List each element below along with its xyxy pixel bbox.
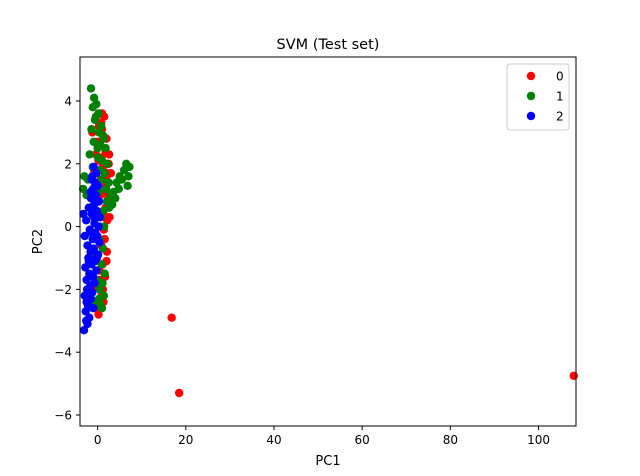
- y-tick-label: 4: [64, 94, 72, 108]
- point-series-0-51: [105, 213, 114, 222]
- point-series-1-3: [88, 103, 98, 112]
- point-series-1-37: [123, 181, 132, 190]
- point-series-1-58: [94, 294, 104, 303]
- plot-frame: [79, 56, 577, 427]
- point-series-1-61: [102, 197, 112, 206]
- legend: 0 1 2: [506, 63, 570, 131]
- point-series-1-59: [97, 304, 107, 313]
- x-tick-label: 100: [527, 433, 550, 447]
- point-series-1-13: [85, 150, 94, 159]
- point-series-1-19: [100, 169, 109, 178]
- point-series-0-50: [106, 169, 116, 178]
- point-series-1-1: [89, 93, 99, 103]
- legend-marker-2: [526, 111, 536, 121]
- legend-marker-0: [526, 71, 536, 81]
- legend-label-2: 2: [556, 110, 564, 124]
- point-series-1-63: [93, 143, 102, 153]
- ticks-layer: 0 20 40 60 80 100 −6 −4 −2 0 2 4: [54, 94, 550, 447]
- point-series-0-2: [569, 371, 578, 380]
- point-series-1-65: [99, 134, 109, 143]
- point-series-2-46: [79, 326, 89, 335]
- legend-box: [506, 63, 570, 131]
- point-series-1-36: [124, 172, 133, 181]
- point-series-2-34: [82, 275, 91, 285]
- y-tick-label: −4: [54, 346, 72, 360]
- point-series-2-17: [94, 222, 103, 231]
- point-series-2-43: [81, 307, 90, 316]
- x-axis-label: PC1: [315, 454, 340, 469]
- point-series-1-51: [100, 269, 109, 278]
- x-tick-label: 40: [266, 433, 281, 447]
- x-tick-label: 60: [355, 433, 370, 447]
- point-series-1-24: [97, 175, 106, 184]
- point-series-1-27: [101, 184, 111, 194]
- point-series-1-64: [91, 112, 101, 121]
- point-series-1-25: [104, 178, 113, 187]
- point-series-2-49: [87, 175, 96, 184]
- point-series-0-37: [94, 310, 103, 319]
- point-series-0-0: [167, 313, 176, 322]
- point-series-1-38: [117, 175, 127, 184]
- y-tick-label: 0: [64, 220, 72, 234]
- point-series-1-53: [98, 278, 107, 288]
- legend-label-1: 1: [556, 90, 564, 104]
- point-series-2-20: [80, 231, 90, 241]
- point-series-1-50: [97, 260, 106, 269]
- point-series-2-14: [79, 209, 88, 219]
- point-series-2-47: [82, 316, 91, 325]
- point-series-2-55: [86, 187, 95, 197]
- point-series-1-12: [101, 143, 110, 153]
- point-series-2-33: [89, 272, 98, 281]
- point-series-2-51: [84, 256, 94, 266]
- point-series-2-53: [89, 213, 99, 222]
- point-series-1-22: [78, 184, 88, 194]
- chart-title: SVM (Test set): [277, 37, 380, 53]
- point-series-2-31: [92, 266, 101, 275]
- point-series-0-11: [104, 150, 114, 159]
- point-series-2-22: [95, 238, 104, 247]
- point-series-1-48: [98, 244, 108, 253]
- legend-label-0: 0: [556, 70, 564, 84]
- x-tick-label: 20: [178, 433, 193, 447]
- point-series-1-6: [97, 121, 106, 131]
- point-series-2-23: [83, 241, 92, 250]
- point-series-2-39: [80, 291, 90, 300]
- point-series-1-39: [111, 194, 120, 203]
- y-tick-label: −2: [54, 283, 72, 297]
- point-series-0-1: [175, 388, 184, 398]
- point-series-1-0: [86, 84, 96, 93]
- point-series-2-52: [87, 228, 97, 238]
- point-series-1-42: [99, 206, 108, 216]
- y-axis-label: PC2: [31, 229, 46, 254]
- point-series-2-54: [82, 297, 91, 307]
- x-tick-label: 0: [94, 433, 102, 447]
- point-series-2-30: [81, 263, 90, 272]
- point-series-2-42: [89, 304, 98, 313]
- y-tick-label: −6: [54, 409, 72, 423]
- point-series-2-25: [86, 247, 95, 256]
- point-series-2-10: [84, 203, 94, 212]
- point-series-1-7: [87, 125, 96, 134]
- point-series-1-54: [95, 285, 105, 294]
- point-series-1-16: [103, 159, 112, 168]
- point-series-1-35: [125, 162, 134, 172]
- point-series-2-56: [92, 253, 102, 263]
- point-series-2-48: [91, 194, 101, 203]
- point-series-2-38: [88, 288, 97, 297]
- points-layer: [78, 84, 578, 398]
- x-tick-label: 80: [443, 433, 458, 447]
- legend-marker-1: [526, 91, 536, 101]
- point-series-1-62: [109, 187, 118, 197]
- point-series-2-0: [89, 162, 98, 172]
- point-series-1-10: [89, 137, 98, 146]
- y-tick-label: 2: [64, 157, 72, 171]
- point-series-2-15: [82, 216, 91, 225]
- series-2: [79, 162, 105, 335]
